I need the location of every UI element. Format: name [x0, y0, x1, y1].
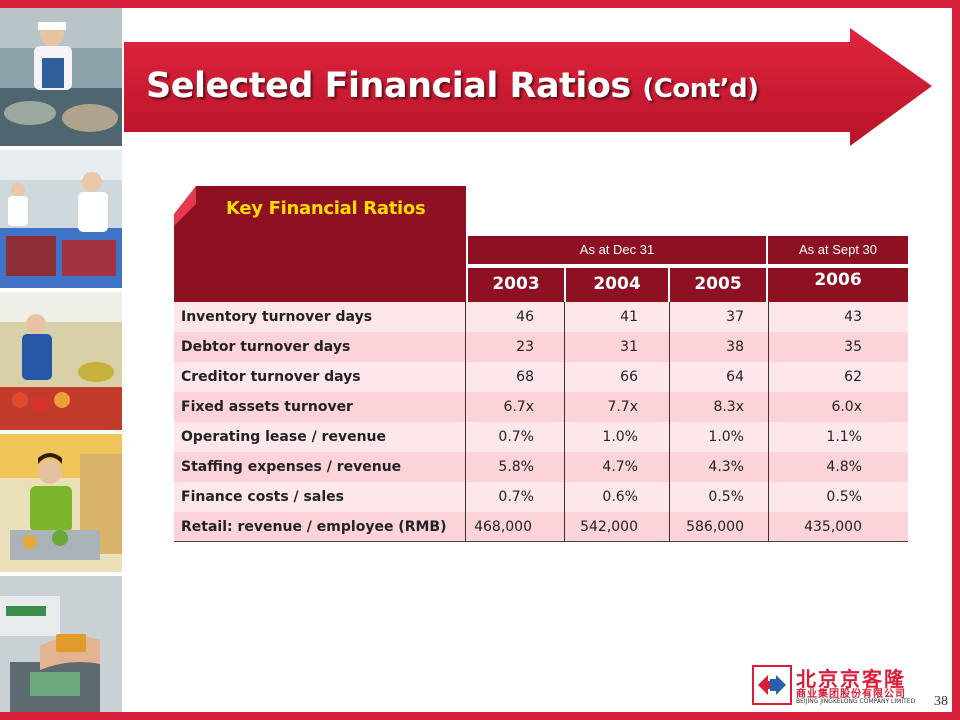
- frame-right-border: [952, 0, 960, 720]
- shopper-cart-photo: [0, 434, 122, 572]
- metric-header-cell: [174, 236, 466, 302]
- page-number: 38: [934, 694, 948, 709]
- cell-2004: 31: [620, 339, 638, 355]
- column-divider: [465, 302, 466, 542]
- cell-2005: 64: [726, 369, 744, 385]
- table-row: Retail: revenue / employee (RMB) 468,000…: [174, 512, 908, 542]
- meat-processing-photo: [0, 150, 122, 288]
- frame-top-border: [0, 0, 960, 8]
- cell-2006: 6.0x: [831, 399, 862, 415]
- company-logo: 北京京客隆 商业集团股份有限公司 BEIJING JINGKELONG COMP…: [752, 663, 918, 709]
- cell-2004: 542,000: [580, 519, 638, 535]
- section-label: Key Financial Ratios: [226, 198, 426, 219]
- cell-2005: 0.5%: [708, 489, 744, 505]
- title-suffix: (Cont’d): [642, 74, 759, 104]
- cell-2006: 4.8%: [826, 459, 862, 475]
- row-metric: Fixed assets turnover: [181, 399, 353, 415]
- logo-subtitle-cn: 商业集团股份有限公司: [796, 689, 906, 700]
- row-metric: Finance costs / sales: [181, 489, 344, 505]
- cell-2006: 43: [844, 309, 862, 325]
- cell-2004: 0.6%: [602, 489, 638, 505]
- cell-2004: 7.7x: [607, 399, 638, 415]
- cell-2003: 6.7x: [503, 399, 534, 415]
- table-row: Inventory turnover days 46 41 37 43: [174, 302, 908, 332]
- cell-2005: 1.0%: [708, 429, 744, 445]
- row-metric: Debtor turnover days: [181, 339, 351, 355]
- table-row: Debtor turnover days 23 31 38 35: [174, 332, 908, 362]
- year-header-2003-cell: [468, 268, 564, 302]
- table-row: Creditor turnover days 68 66 64 62: [174, 362, 908, 392]
- period-label-dec: As at Dec 31: [579, 242, 655, 257]
- cell-2003: 5.8%: [498, 459, 534, 475]
- cell-2005: 38: [726, 339, 744, 355]
- cell-2003: 0.7%: [498, 489, 534, 505]
- cell-2005: 4.3%: [708, 459, 744, 475]
- row-metric: Operating lease / revenue: [181, 429, 387, 445]
- cell-2006: 35: [844, 339, 862, 355]
- title-banner: [124, 28, 932, 146]
- logo-name-en: BEIJING JINGKELONG COMPANY LIMITED: [796, 698, 916, 705]
- column-divider: [564, 302, 565, 542]
- logo-name-cn: 北京京客隆: [796, 667, 906, 691]
- cell-2006: 435,000: [804, 519, 862, 535]
- produce-section-photo: [0, 292, 122, 430]
- cell-2005: 586,000: [686, 519, 744, 535]
- cell-2004: 41: [620, 309, 638, 325]
- frame-bottom-border: [0, 712, 960, 720]
- row-metric: Inventory turnover days: [181, 309, 373, 325]
- section-tab: Key Financial Ratios: [174, 186, 466, 236]
- period-header-dec: [468, 236, 766, 264]
- table-row: Operating lease / revenue 0.7% 1.0% 1.0%…: [174, 422, 908, 452]
- cell-2004: 1.0%: [602, 429, 638, 445]
- table-row: Finance costs / sales 0.7% 0.6% 0.5% 0.5…: [174, 482, 908, 512]
- cell-2006: 62: [844, 369, 862, 385]
- cell-2003: 468,000: [474, 519, 532, 535]
- row-metric: Retail: revenue / employee (RMB): [181, 519, 447, 535]
- year-label-2004: 2004: [593, 274, 641, 294]
- year-label-2006: 2006: [814, 270, 862, 290]
- year-label-2003: 2003: [492, 274, 540, 294]
- cell-2003: 0.7%: [498, 429, 534, 445]
- row-metric: Creditor turnover days: [181, 369, 361, 385]
- period-header-sept: [768, 236, 908, 264]
- table-row: Fixed assets turnover 6.7x 7.7x 8.3x 6.0…: [174, 392, 908, 422]
- period-label-sept: As at Sept 30: [798, 242, 878, 257]
- seafood-counter-photo: [0, 8, 122, 146]
- cell-2003: 23: [516, 339, 534, 355]
- cell-2005: 8.3x: [713, 399, 744, 415]
- checkout-card-photo: [0, 576, 122, 712]
- cell-2003: 46: [516, 309, 534, 325]
- year-header-2006-cell: [768, 268, 908, 302]
- year-label-2005: 2005: [694, 274, 742, 294]
- logo-mark-icon: [752, 665, 792, 705]
- column-divider: [669, 302, 670, 542]
- cell-2005: 37: [726, 309, 744, 325]
- cell-2004: 4.7%: [602, 459, 638, 475]
- table-row: Staffing expenses / revenue 5.8% 4.7% 4.…: [174, 452, 908, 482]
- page-title: Selected Financial Ratios (Cont’d): [146, 66, 759, 106]
- column-divider: [768, 302, 769, 542]
- cell-2006: 0.5%: [826, 489, 862, 505]
- table-bottom-border: [174, 541, 908, 542]
- row-metric: Staffing expenses / revenue: [181, 459, 402, 475]
- ratios-table: Inventory turnover days 46 41 37 43 Debt…: [174, 302, 908, 542]
- photo-strip: [0, 8, 124, 712]
- cell-2004: 66: [620, 369, 638, 385]
- cell-2006: 1.1%: [826, 429, 862, 445]
- cell-2003: 68: [516, 369, 534, 385]
- year-header-2005-cell: [670, 268, 766, 302]
- year-header-2004-cell: [566, 268, 668, 302]
